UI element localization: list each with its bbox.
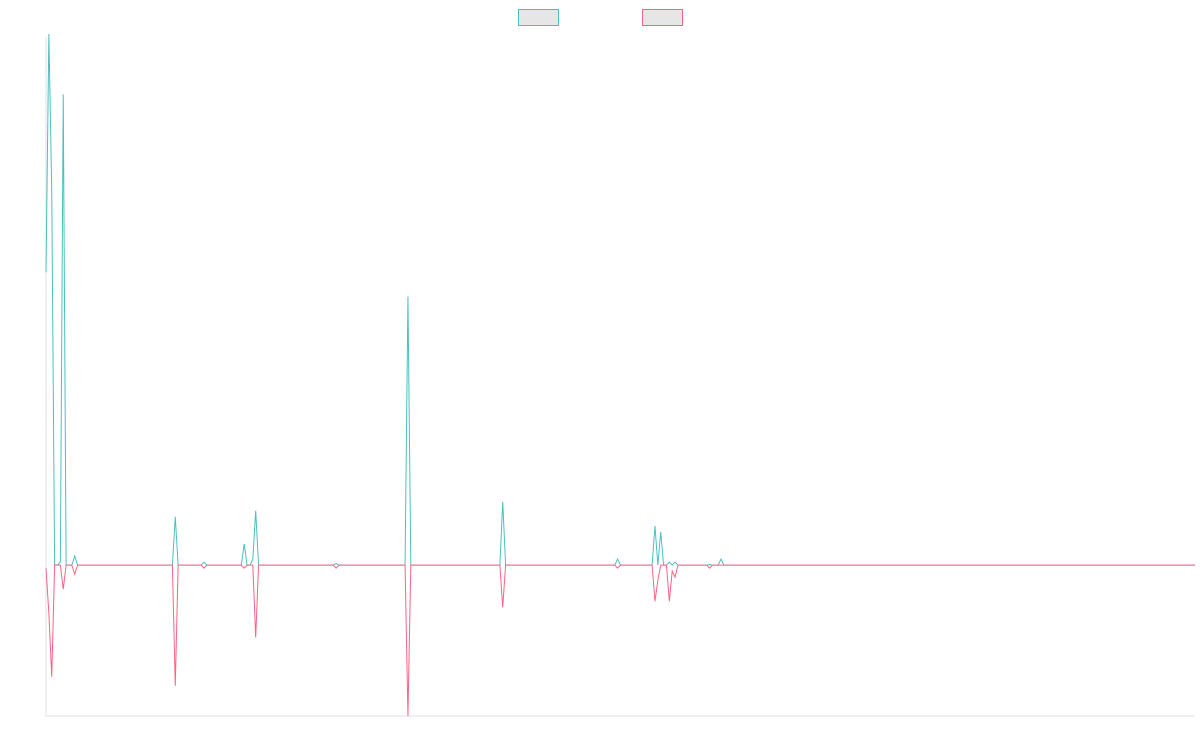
- chart-legend: [518, 9, 683, 26]
- legend-swatch-1[interactable]: [518, 9, 559, 26]
- series-line-1: [45, 33, 1195, 566]
- legend-swatch-2[interactable]: [642, 9, 683, 26]
- chart-plot-area: [45, 33, 1195, 717]
- chart-axes: [45, 37, 1195, 717]
- series-line-2: [45, 564, 1195, 717]
